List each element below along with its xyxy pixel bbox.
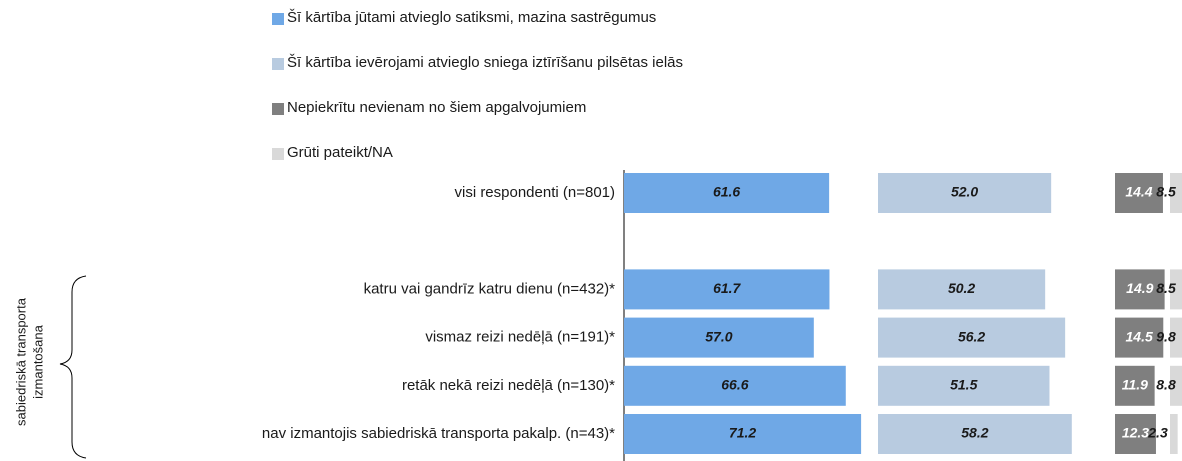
value-label: 11.9: [1122, 377, 1148, 393]
bar: [624, 173, 830, 213]
bar: [878, 269, 1046, 310]
legend-swatch: [272, 103, 284, 115]
legend-label: Nepiekrītu nevienam no šiem apgalvojumie…: [287, 99, 586, 116]
value-label: 8.8: [1156, 377, 1176, 393]
legend-label: Šī kārtība jūtami atvieglo satiksmi, maz…: [287, 9, 656, 26]
bar: [1170, 365, 1182, 406]
value-label: 52.0: [951, 184, 978, 200]
category-label: retāk nekā reizi nedēļā (n=130)*: [402, 377, 615, 394]
value-label: 14.9: [1126, 280, 1153, 296]
value-label: 9.8: [1156, 328, 1176, 344]
bar: [878, 173, 1052, 213]
bar: [1170, 173, 1182, 213]
bar: [624, 269, 830, 310]
value-label: 50.2: [948, 280, 975, 296]
legend-swatch: [272, 148, 284, 160]
category-label: vismaz reizi nedēļā (n=191)*: [425, 329, 615, 346]
category-label: katru vai gandrīz katru dienu (n=432)*: [364, 280, 616, 297]
value-label: 66.6: [721, 377, 748, 393]
value-label: 51.5: [950, 377, 977, 393]
group-label: izmantošana: [30, 324, 45, 398]
legend-swatch: [272, 13, 284, 25]
legend-label: Šī kārtība ievērojami atvieglo sniega iz…: [287, 54, 683, 71]
bar: [1115, 317, 1164, 358]
value-label: 71.2: [729, 425, 756, 441]
bar: [624, 414, 862, 454]
bar: [1115, 365, 1155, 406]
value-label: 58.2: [961, 425, 988, 441]
legend-label: Grūti pateikt/NA: [287, 144, 393, 161]
value-label: 8.5: [1156, 184, 1176, 200]
value-label: 14.5: [1126, 328, 1153, 344]
value-label: 12.3: [1122, 425, 1149, 441]
value-label: 61.7: [713, 280, 741, 296]
bar: [878, 365, 1050, 406]
bar: [878, 317, 1066, 358]
value-label: 8.5: [1156, 280, 1176, 296]
bar: [1170, 414, 1178, 454]
bar: [1115, 173, 1163, 213]
bar: [624, 317, 814, 358]
legend-swatch: [272, 58, 284, 70]
category-label: visi respondenti (n=801): [454, 184, 615, 201]
value-label: 2.3: [1147, 425, 1168, 441]
bar: [1115, 269, 1165, 310]
value-label: 61.6: [713, 184, 740, 200]
group-brace: [59, 275, 87, 459]
value-label: 56.2: [958, 328, 985, 344]
category-label: nav izmantojis sabiedriskā transporta pa…: [262, 425, 615, 442]
value-label: 57.0: [705, 328, 732, 344]
bar: [1170, 269, 1182, 310]
group-label: sabiedriskā transporta: [13, 297, 28, 426]
bar: [1115, 414, 1156, 454]
bar: [1170, 317, 1182, 358]
bar: [624, 365, 846, 406]
value-label: 14.4: [1125, 184, 1152, 200]
bar: [878, 414, 1072, 454]
